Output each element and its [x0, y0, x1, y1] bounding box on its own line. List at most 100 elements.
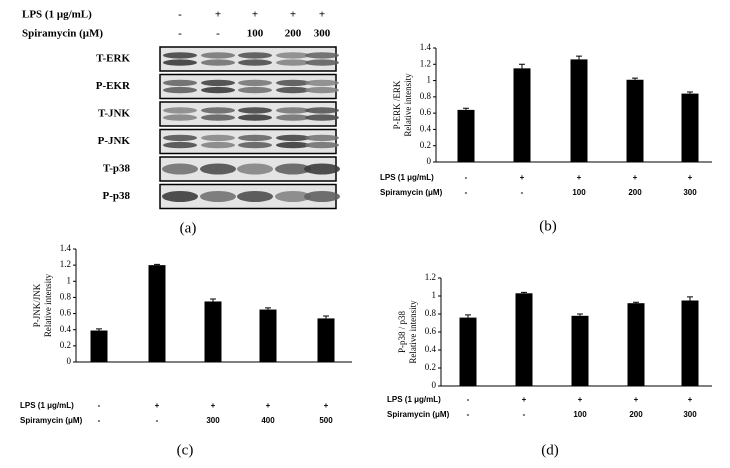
y-tick-label: 0.8: [60, 291, 72, 301]
panel-label: (a): [180, 220, 197, 236]
blot-row-label: T-JNK: [98, 108, 130, 120]
treatment-name: Spiramycin (μM): [380, 188, 443, 197]
blot-band: [276, 114, 310, 121]
blot-band: [305, 141, 339, 149]
bar: [681, 300, 699, 386]
blot-band: [275, 191, 311, 202]
y-tick-label: 0.2: [425, 362, 436, 372]
blot-row-label: T-ERK: [96, 53, 130, 65]
treatment-label: -: [467, 395, 470, 404]
blot-band: [200, 191, 236, 202]
blot-band: [276, 59, 310, 66]
treatment-label: +: [633, 173, 638, 182]
treatment-label: +: [252, 9, 258, 21]
treatment-name: LPS (1 μg/mL): [20, 401, 74, 410]
blot-band: [276, 86, 310, 94]
treatment-label: -: [178, 9, 182, 21]
error-bar: [632, 77, 638, 80]
blot-band: [238, 86, 272, 94]
error-bar: [519, 63, 525, 69]
error-bar: [465, 314, 471, 318]
blot-band: [201, 52, 235, 59]
treatment-label: +: [522, 395, 527, 404]
blot-band: [305, 114, 339, 121]
y-tick-label: 0.4: [425, 344, 437, 354]
treatment-label: +: [319, 9, 325, 21]
blot-band: [276, 134, 310, 142]
treatment-label: 100: [247, 28, 264, 40]
bar: [459, 317, 477, 386]
treatment-label: +: [290, 9, 296, 21]
y-tick-label: 0: [427, 156, 432, 166]
error-bar: [210, 298, 216, 302]
y-tick-label: 1: [67, 275, 72, 285]
bar: [627, 303, 645, 386]
blot-band: [162, 163, 198, 175]
y-tick-label: 0.8: [420, 91, 432, 101]
y-tick-label: 1.2: [60, 259, 71, 269]
blot-band: [305, 134, 339, 142]
treatment-name: Spiramycin (μM): [22, 28, 103, 40]
y-tick-label: 1.2: [420, 58, 431, 68]
treatment-name: Spiramycin (μM): [20, 416, 83, 425]
blot-band: [304, 191, 340, 202]
y-axis-label: Relative intensity: [403, 73, 413, 137]
blot-band: [305, 86, 339, 94]
treatment-label: +: [577, 173, 582, 182]
treatment-label: -: [467, 410, 470, 419]
treatment-name: LPS (1 μg/mL): [22, 9, 92, 21]
error-bar: [687, 91, 693, 94]
bar: [571, 315, 589, 386]
blot-band: [237, 191, 273, 202]
bar: [317, 318, 335, 362]
y-tick-label: 0: [67, 356, 72, 366]
blot-box: [159, 128, 337, 155]
treatment-label: 400: [261, 416, 275, 425]
bar: [457, 109, 475, 162]
treatment-label: 200: [628, 188, 642, 197]
blot-band: [238, 141, 272, 149]
error-bar: [577, 313, 583, 316]
treatment-label: +: [520, 173, 525, 182]
y-tick-label: 0.4: [420, 123, 432, 133]
blot-band: [238, 52, 272, 59]
y-tick-label: 0.2: [420, 140, 431, 150]
blot-band: [201, 107, 235, 114]
treatment-label: -: [465, 188, 468, 197]
treatment-name: LPS (1 μg/mL): [380, 173, 434, 182]
treatment-label: +: [634, 395, 639, 404]
blot-band: [163, 107, 197, 114]
y-tick-label: 0.4: [60, 324, 72, 334]
blot-band: [163, 86, 197, 94]
y-tick-label: 1: [432, 290, 437, 300]
y-tick-label: 0.8: [425, 308, 437, 318]
y-tick-label: 0.2: [60, 340, 71, 350]
blot-band: [305, 52, 339, 59]
blot-row-label: P-JNK: [98, 135, 131, 147]
blot-band: [238, 79, 272, 87]
panel-label: (c): [177, 442, 194, 458]
error-bar: [687, 296, 693, 301]
blot-band: [238, 114, 272, 121]
blot-band: [163, 134, 197, 142]
blot-band: [163, 141, 197, 149]
treatment-label: -: [178, 28, 182, 40]
treatment-label: -: [465, 173, 468, 182]
error-bar: [154, 263, 160, 266]
bar: [259, 309, 277, 362]
treatment-label: +: [324, 401, 329, 410]
treatment-label: +: [578, 395, 583, 404]
blot-band: [163, 52, 197, 59]
blot-band: [201, 134, 235, 142]
treatment-label: +: [215, 9, 221, 21]
blot-band: [305, 79, 339, 87]
blot-band: [238, 107, 272, 114]
y-tick-label: 1.2: [425, 272, 436, 282]
bar: [515, 293, 533, 386]
error-bar: [323, 315, 329, 319]
y-tick-label: 1: [427, 75, 432, 85]
treatment-label: 300: [683, 410, 697, 419]
blot-band: [305, 107, 339, 114]
blot-row-label: P-p38: [103, 190, 131, 202]
y-axis-label: P-p38 / p38: [397, 311, 407, 354]
